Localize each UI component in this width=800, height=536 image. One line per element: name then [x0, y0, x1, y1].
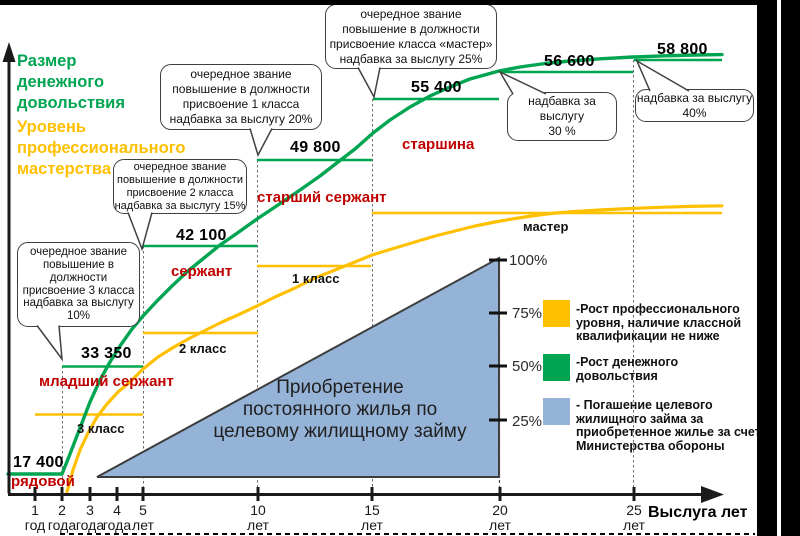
- rank-serzhant: сержант: [171, 263, 233, 280]
- xtick-10-unit: лет: [247, 517, 269, 533]
- xtick-4-unit: года: [102, 517, 132, 533]
- value-55400: 55 400: [411, 79, 462, 96]
- callout-class3-10pct: очередное звание повышение в должности п…: [17, 242, 140, 327]
- class-master: мастер: [523, 219, 569, 234]
- xtick-15-unit: лет: [361, 517, 383, 533]
- value-42100: 42 100: [176, 227, 227, 244]
- right-bar-white-line: [777, 0, 781, 536]
- housing-loan-triangle: [96, 256, 500, 478]
- xtick-3-unit: года: [75, 517, 105, 533]
- xtick-5-num: 5: [139, 502, 147, 518]
- x-axis-ticks: [33, 487, 636, 501]
- rank-ryadovoy: рядовой: [11, 473, 75, 490]
- x-axis-title: Выслуга лет: [648, 504, 748, 521]
- value-17400: 17 400: [13, 454, 64, 471]
- rank-st-serzhant: старший сержант: [257, 189, 387, 206]
- pct-75: 75%: [512, 305, 543, 322]
- percent-ticks: [489, 258, 507, 422]
- x-axis-arrowhead: [701, 486, 724, 503]
- class-3: 3 класс: [77, 421, 125, 436]
- xtick-2-num: 2: [58, 502, 66, 518]
- value-58800: 58 800: [657, 41, 708, 58]
- callout-master-25pct: очередное звание повышение в должности п…: [325, 4, 497, 69]
- legend-swatch-skill: [543, 300, 570, 327]
- top-black-bar: [0, 0, 800, 5]
- xtick-10-num: 10: [250, 502, 266, 518]
- xtick-1-unit: год: [24, 517, 46, 533]
- class-1: 1 класс: [292, 271, 340, 286]
- callout-service-40pct: надбавка за выслугу 40%: [635, 89, 754, 122]
- rank-ml-serzhant: младший сержант: [39, 373, 174, 390]
- legend-label-skill: -Рост профессионального уровня, наличие …: [576, 302, 742, 343]
- rank-starshina: старшина: [402, 136, 475, 153]
- value-33350: 33 350: [81, 345, 132, 362]
- xtick-2-unit: года: [47, 517, 77, 533]
- value-56600: 56 600: [544, 53, 595, 70]
- xtick-15-num: 15: [364, 502, 380, 518]
- class-2: 2 класс: [179, 341, 227, 356]
- legend-label-loan: - Погашение целевого жилищного займа за …: [576, 398, 761, 453]
- xtick-20-unit: лет: [489, 517, 511, 533]
- legend-swatch-loan: [543, 398, 570, 425]
- y-axis-arrowhead: [2, 42, 16, 62]
- pct-50: 50%: [512, 358, 543, 375]
- triangle-label: Приобретение постоянного жилья по целево…: [213, 377, 467, 442]
- y-axis-title-skill: Уровень профессионального мастерства: [17, 118, 186, 178]
- value-49800: 49 800: [290, 139, 341, 156]
- pct-100: 100%: [509, 252, 548, 269]
- callout-class2-15pct: очередное звание повышение в должности п…: [113, 159, 247, 214]
- y-axis-title-money: Размер денежного довольствия: [17, 52, 125, 112]
- xtick-20-num: 20: [492, 502, 508, 518]
- xtick-4-num: 4: [113, 502, 121, 518]
- xtick-25-unit: лет: [623, 517, 645, 533]
- xtick-3-num: 3: [86, 502, 94, 518]
- pct-25: 25%: [512, 413, 543, 430]
- xtick-25-num: 25: [626, 502, 642, 518]
- legend-label-money: -Рост денежного довольствия: [576, 355, 679, 383]
- legend-swatch-money: [543, 354, 570, 381]
- callout-class1-20pct: очередное звание повышение в должности п…: [160, 64, 322, 130]
- xtick-1-num: 1: [31, 502, 39, 518]
- callout-service-30pct: надбавка за выслугу 30 %: [507, 92, 617, 141]
- xtick-5-unit: лет: [132, 517, 154, 533]
